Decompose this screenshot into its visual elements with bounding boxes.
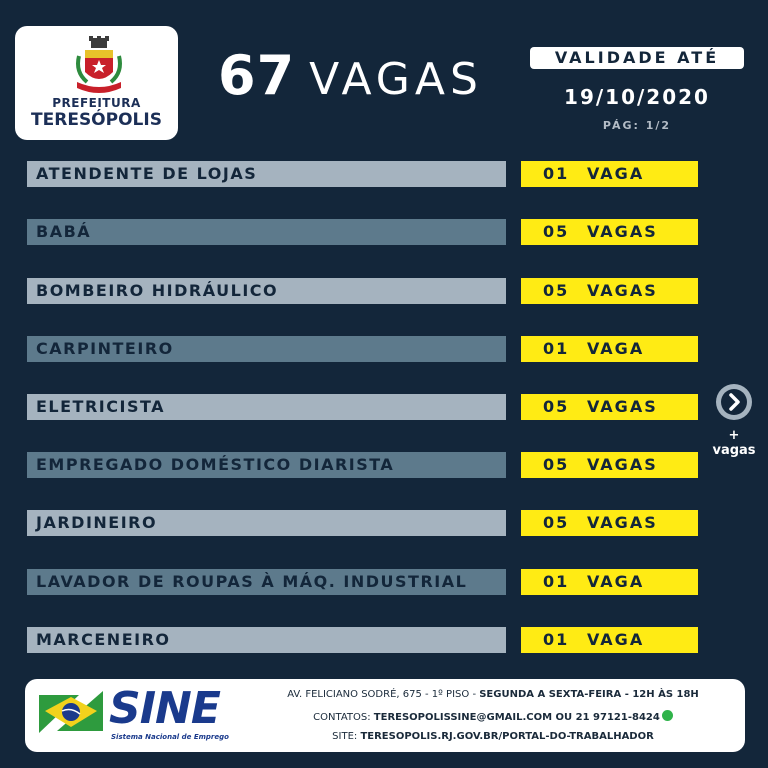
job-title: BOMBEIRO HIDRÁULICO — [27, 278, 506, 304]
sine-brand-subtitle: Sistema Nacional de Emprego — [111, 733, 229, 741]
job-vacancy-badge: 05 VAGAS — [521, 510, 698, 536]
job-vacancy-badge: 01 VAGA — [521, 569, 698, 595]
next-page-button[interactable] — [716, 384, 752, 420]
vacancy-unit: VAGAS — [587, 397, 658, 416]
more-plus: + — [728, 428, 740, 443]
prefeitura-logo: PREFEITURA TERESÓPOLIS — [15, 26, 178, 140]
job-title: BABÁ — [27, 219, 506, 245]
job-row: CARPINTEIRO 01 VAGA — [0, 336, 768, 362]
job-vacancy-badge: 05 VAGAS — [521, 278, 698, 304]
job-row: LAVADOR DE ROUPAS À MÁQ. INDUSTRIAL 01 VA… — [0, 569, 768, 595]
more-text: vagas — [712, 443, 756, 458]
job-row: MARCENEIRO 01 VAGA — [0, 627, 768, 653]
job-row: EMPREGADO DOMÉSTICO DIARISTA 05 VAGAS — [0, 452, 768, 478]
job-title: JARDINEIRO — [27, 510, 506, 536]
logo-city-text: TERESÓPOLIS — [31, 110, 162, 130]
vacancy-number: 05 — [543, 281, 570, 300]
footer-site-link[interactable]: TERESOPOLIS.RJ.GOV.BR/PORTAL-DO-TRABALHA… — [360, 731, 654, 742]
page-indicator: PÁG: 1/2 — [602, 119, 672, 132]
whatsapp-icon — [661, 710, 673, 721]
job-vacancy-badge: 01 VAGA — [521, 161, 698, 187]
job-row: ELETRICISTA 05 VAGAS — [0, 394, 768, 420]
footer-contacts[interactable]: TERESOPOLISSINE@GMAIL.COM OU 21 97121-84… — [373, 712, 660, 723]
more-vacancies-label[interactable]: + vagas — [704, 428, 764, 458]
footer-address-line: AV. FELICIANO SODRÉ, 675 - 1º PISO - SEG… — [287, 689, 699, 700]
footer-contacts-line: CONTATOS: TERESOPOLISSINE@GMAIL.COM OU 2… — [243, 710, 743, 723]
chevron-right-icon — [721, 389, 747, 415]
job-vacancy-badge: 01 VAGA — [521, 336, 698, 362]
job-row: JARDINEIRO 05 VAGAS — [0, 510, 768, 536]
vacancy-number: 01 — [543, 339, 570, 358]
job-vacancy-badge: 01 VAGA — [521, 627, 698, 653]
job-title: ATENDENTE DE LOJAS — [27, 161, 506, 187]
validity-badge: VALIDADE ATÉ — [530, 47, 744, 69]
job-row: BABÁ 05 VAGAS — [0, 219, 768, 245]
vacancy-unit: VAGAS — [587, 455, 658, 474]
logo-prefeitura-text: PREFEITURA — [52, 96, 141, 110]
job-vacancy-badge: 05 VAGAS — [521, 219, 698, 245]
vacancy-number: 01 — [543, 572, 570, 591]
headline: 67 VAGAS — [218, 44, 483, 107]
vacancy-number: 05 — [543, 455, 570, 474]
job-row: BOMBEIRO HIDRÁULICO 05 VAGAS — [0, 278, 768, 304]
headline-count: 67 — [218, 44, 296, 107]
validity-date: 19/10/2020 — [564, 85, 710, 109]
vacancy-number: 05 — [543, 222, 570, 241]
vacancy-unit: VAGA — [587, 572, 645, 591]
job-title: EMPREGADO DOMÉSTICO DIARISTA — [27, 452, 506, 478]
footer-panel: SINE Sistema Nacional de Emprego AV. FEL… — [25, 679, 745, 752]
headline-word: VAGAS — [309, 54, 483, 105]
job-title: CARPINTEIRO — [27, 336, 506, 362]
footer-site-label: SITE: — [332, 731, 358, 742]
vacancy-number: 05 — [543, 513, 570, 532]
footer-contacts-label: CONTATOS: — [313, 712, 371, 723]
footer-address: AV. FELICIANO SODRÉ, 675 - 1º PISO — [287, 689, 470, 700]
job-title: LAVADOR DE ROUPAS À MÁQ. INDUSTRIAL — [27, 569, 506, 595]
job-vacancy-badge: 05 VAGAS — [521, 394, 698, 420]
vacancy-unit: VAGA — [587, 630, 645, 649]
sine-brand: SINE — [109, 683, 221, 734]
vacancy-number: 01 — [543, 630, 570, 649]
vacancy-unit: VAGA — [587, 164, 645, 183]
vacancy-number: 01 — [543, 164, 570, 183]
job-vacancy-badge: 05 VAGAS — [521, 452, 698, 478]
job-row: ATENDENTE DE LOJAS 01 VAGA — [0, 161, 768, 187]
vacancy-unit: VAGAS — [587, 222, 658, 241]
vacancy-unit: VAGAS — [587, 513, 658, 532]
vacancy-unit: VAGAS — [587, 281, 658, 300]
city-crest-icon — [76, 36, 122, 93]
job-title: ELETRICISTA — [27, 394, 506, 420]
vacancy-number: 05 — [543, 397, 570, 416]
sine-flag-icon — [39, 691, 103, 733]
footer-hours: SEGUNDA A SEXTA-FEIRA - 12H ÀS 18H — [479, 689, 699, 700]
job-title: MARCENEIRO — [27, 627, 506, 653]
vacancy-unit: VAGA — [587, 339, 645, 358]
footer-site-line: SITE: TERESOPOLIS.RJ.GOV.BR/PORTAL-DO-TR… — [243, 731, 743, 742]
